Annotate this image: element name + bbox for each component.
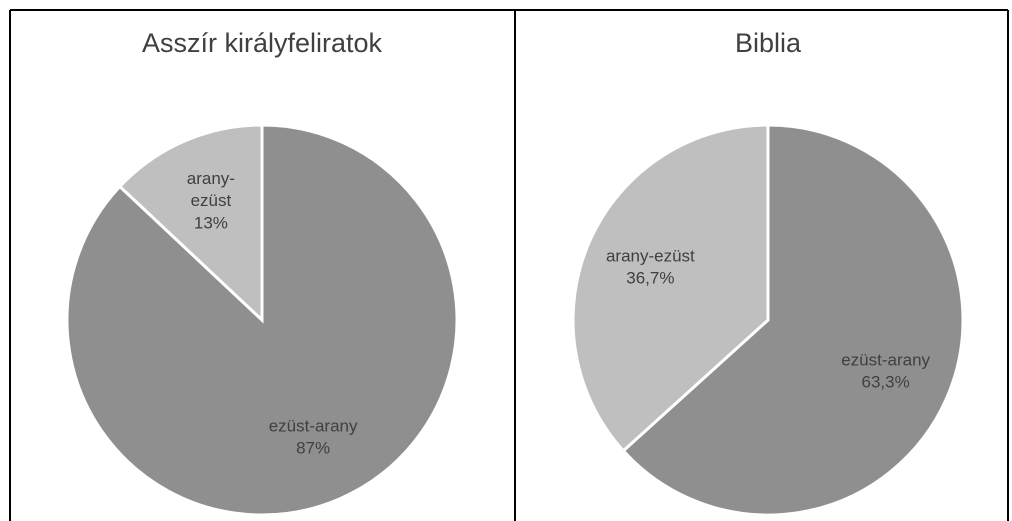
chart-title: Biblia <box>735 28 802 58</box>
label-line: ezüst <box>191 191 232 210</box>
pie-slice <box>571 123 770 453</box>
slice-category-label: ezüst-arany <box>269 417 358 436</box>
pie-slice <box>117 123 264 324</box>
slice-category-label: arany-ezüst <box>187 169 235 210</box>
label-line: arany- <box>187 169 235 188</box>
slice-value-label: 63,3% <box>862 373 910 392</box>
chart-title: Asszír királyfeliratok <box>142 28 383 58</box>
pie-slice <box>621 123 965 517</box>
slice-value-label: 36,7% <box>626 268 674 287</box>
slice-category-label: arany-ezüst <box>606 246 695 265</box>
slice-value-label: 87% <box>296 439 330 458</box>
slice-value-label: 13% <box>194 213 228 232</box>
slice-category-label: ezüst-arany <box>841 351 930 370</box>
